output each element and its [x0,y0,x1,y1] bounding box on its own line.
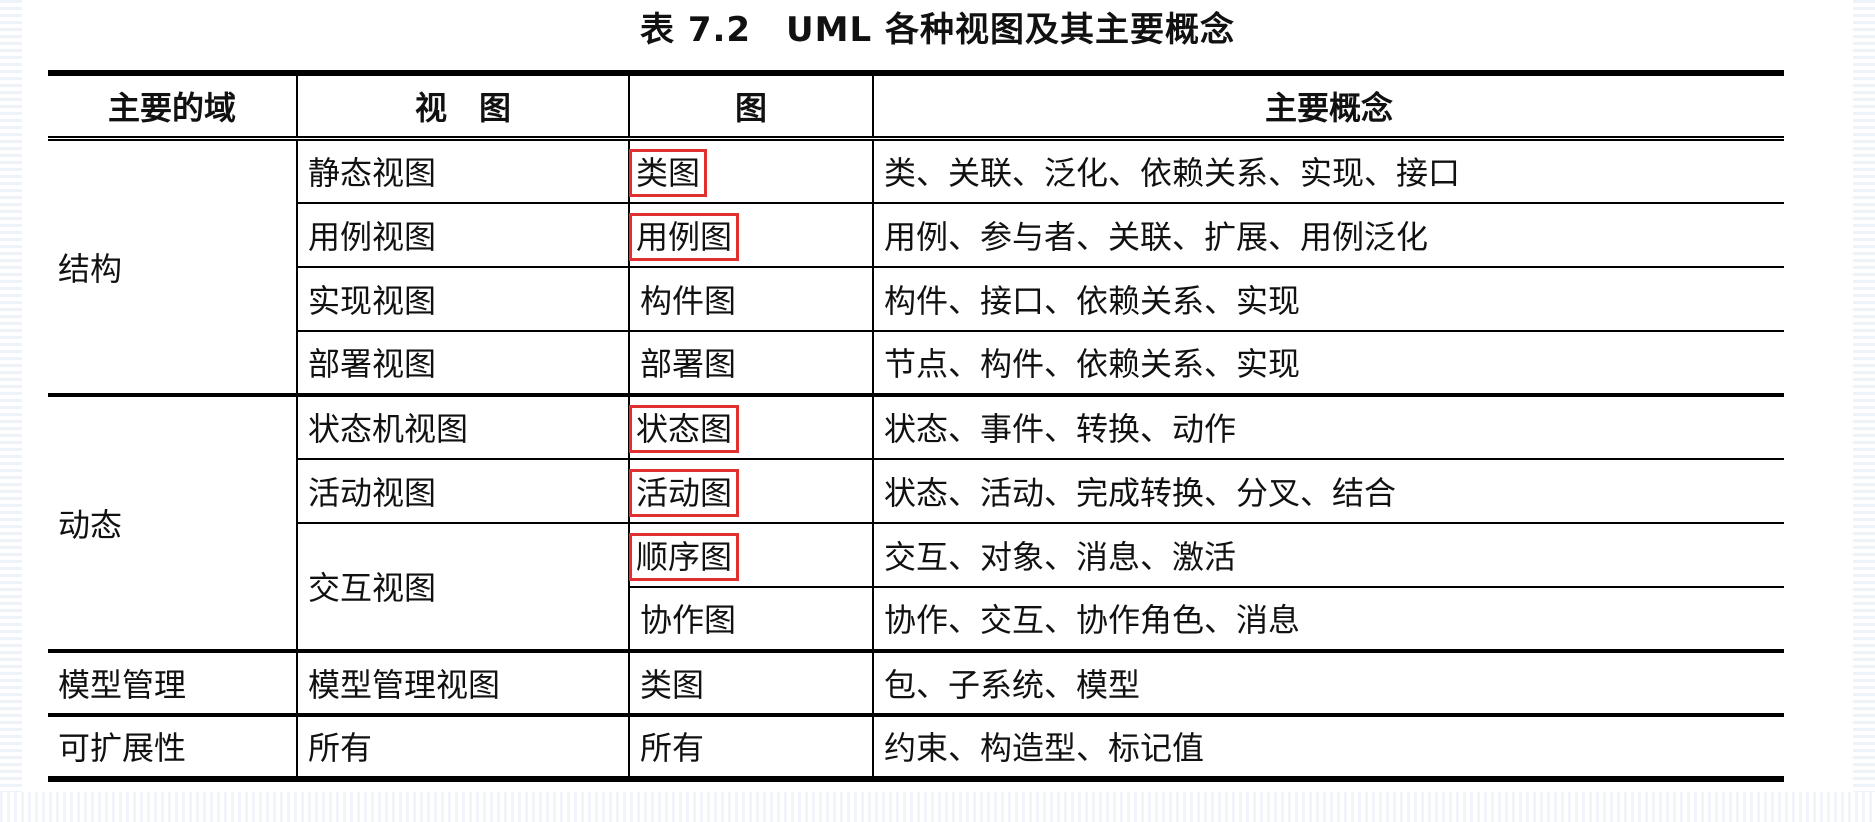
domain-cell: 动态 [48,392,298,652]
table-row: 交互视图 顺序图 交互、对象、消息、激活 [48,522,1784,652]
highlight-box: 顺序图 [628,532,740,581]
view-cell: 交互视图 [297,522,630,652]
concepts-cell: 交互、对象、消息、激活 [872,522,1784,588]
table-row: 可扩展性 所有 所有 约束、构造型、标记值 [48,712,1784,782]
diagram-cell: 类图 [628,138,874,204]
table-row: 模型管理 模型管理视图 类图 包、子系统、模型 [48,648,1784,716]
domain-cell: 模型管理 [48,648,298,716]
view-cell: 所有 [296,712,630,782]
table-row: 结构 静态视图 类图 类、关联、泛化、依赖关系、实现、接口 [48,138,1784,396]
highlight-box: 活动图 [628,468,740,517]
diagram-cell: 协作图 [629,586,874,652]
concepts-cell: 用例、参与者、关联、扩展、用例泛化 [872,202,1784,268]
domain-cell: 结构 [48,138,298,396]
header-row: 主要的域 视 图 图 主要概念 [48,70,1784,141]
highlight-box: 类图 [628,149,708,198]
diagram-cell: 活动图 [628,458,874,524]
left-decor [0,0,22,822]
table-row: 部署视图 部署图 节点、构件、依赖关系、实现 [48,330,1784,396]
diagram-cell: 类图 [628,648,874,716]
concepts-cell: 包、子系统、模型 [872,648,1784,716]
header-concepts: 主要概念 [872,70,1784,141]
right-decor [1853,0,1875,822]
table-title: 表 7.2 UML 各种视图及其主要概念 [639,10,1235,50]
diagram-cell: 部署图 [628,330,874,396]
concepts-cell: 协作、交互、协作角色、消息 [872,586,1784,652]
header-diagram: 图 [628,70,874,141]
header-view: 视 图 [296,70,630,141]
header-domain: 主要的域 [48,70,298,141]
uml-views-table: 主要的域 视 图 图 主要概念 结构 静态视图 类图 类、关联、泛化、依赖关系、… [48,70,1784,782]
concepts-cell: 构件、接口、依赖关系、实现 [872,266,1784,332]
diagram-cell: 顺序图 [628,522,874,588]
diagram-cell: 用例图 [628,202,874,268]
concepts-cell: 约束、构造型、标记值 [872,712,1784,782]
concepts-cell: 状态、活动、完成转换、分叉、结合 [872,458,1784,524]
diagram-cell: 构件图 [628,266,874,332]
table-row: 用例视图 用例图 用例、参与者、关联、扩展、用例泛化 [48,202,1784,268]
concepts-cell: 状态、事件、转换、动作 [872,392,1784,460]
domain-cell: 可扩展性 [48,712,298,782]
concepts-cell: 节点、构件、依赖关系、实现 [872,330,1784,396]
table-row: 协作图 协作、交互、协作角色、消息 [48,586,1784,652]
view-cell: 部署视图 [297,330,630,396]
view-cell: 状态机视图 [296,392,630,460]
concepts-cell: 类、关联、泛化、依赖关系、实现、接口 [872,138,1784,204]
table-row: 动态 状态机视图 状态图 状态、事件、转换、动作 [48,392,1784,652]
highlight-box: 状态图 [628,405,740,453]
view-cell: 模型管理视图 [296,648,630,716]
bottom-decor [0,792,1875,822]
view-cell: 活动视图 [297,458,630,524]
view-cell: 用例视图 [297,202,630,268]
highlight-box: 用例图 [628,212,740,261]
diagram-cell: 状态图 [628,392,874,460]
view-cell: 静态视图 [296,138,630,204]
table-row: 实现视图 构件图 构件、接口、依赖关系、实现 [48,266,1784,332]
view-cell: 实现视图 [297,266,630,332]
table-row: 活动视图 活动图 状态、活动、完成转换、分叉、结合 [48,458,1784,524]
diagram-cell: 所有 [628,712,874,782]
